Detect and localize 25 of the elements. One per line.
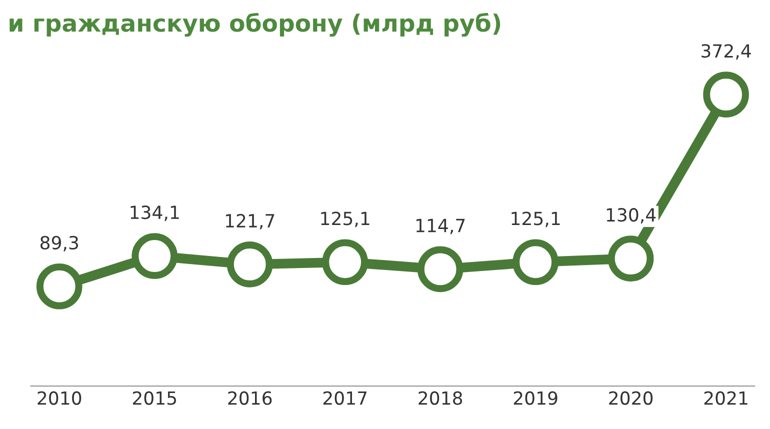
point xyxy=(322,239,368,286)
data-label: 114,7 xyxy=(416,218,465,234)
data-label: 121,7 xyxy=(226,214,274,230)
point xyxy=(132,233,178,279)
data-label: 372,4 xyxy=(702,44,751,60)
data-label: 89,3 xyxy=(40,236,78,252)
point xyxy=(417,246,464,292)
x-tick-label: 2017 xyxy=(323,391,367,405)
data-label: 134,1 xyxy=(130,206,179,222)
x-tick-label: 2021 xyxy=(704,391,748,405)
point xyxy=(226,242,273,288)
x-tick-label: 2018 xyxy=(418,391,462,405)
data-label: 125,1 xyxy=(512,212,560,228)
x-tick-label: 2015 xyxy=(132,391,176,405)
x-tick-label: 2016 xyxy=(228,391,272,405)
point xyxy=(36,263,82,310)
x-tick-label: 2019 xyxy=(514,391,558,405)
point xyxy=(608,236,654,282)
data-label: 130,4 xyxy=(606,208,656,224)
point xyxy=(512,239,558,286)
chart-title: и гражданскую оборону (млрд руб) xyxy=(10,12,500,37)
point xyxy=(703,72,749,118)
data-label: 125,1 xyxy=(321,212,370,228)
x-tick-label: 2020 xyxy=(609,391,653,405)
x-tick-label: 2010 xyxy=(38,391,82,405)
